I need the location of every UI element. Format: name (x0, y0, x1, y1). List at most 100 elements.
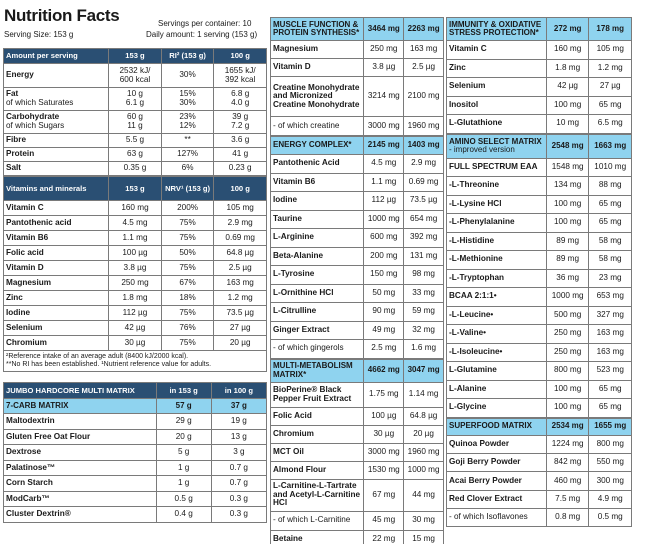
table-row: L-Glutamine 800 mg 523 mg (446, 361, 632, 381)
value-100g: 392 mg (403, 228, 444, 248)
matrix-total-100g: 2263 mg (403, 17, 444, 41)
value-153g: 1.1 mg (363, 172, 405, 192)
table-row: L-Carnitine-L-Tartrate and Acetyl-L-Carn… (269, 478, 444, 512)
value-100g: 1960 mg (403, 442, 444, 462)
table-row: Protein 63 g 127% 41 g (2, 147, 267, 162)
value-100g: 20 µg (213, 335, 267, 351)
value-153g: 5 g (155, 444, 212, 461)
value-100g: 550 mg (588, 452, 632, 473)
vitamin-name: Magnesium (2, 275, 110, 291)
value-100g: 1.2 mg (213, 290, 267, 306)
table-row: -L-Lysine HCl 100 mg 65 mg (446, 194, 632, 214)
value-100g: 32 mg (403, 320, 444, 340)
ingredient-name: Magnesium (269, 40, 365, 59)
nutrient-sub: of which Saturates (6, 98, 74, 107)
value-nrv: 75% (160, 215, 215, 231)
value-100g: 65 mg (588, 194, 632, 214)
value-100g: 3 g (210, 444, 268, 461)
value-153g: 30 µg (363, 424, 405, 444)
matrix-title: MUSCLE FUNCTION & PROTEIN SYNTHESIS* (273, 19, 360, 37)
value-153g: 1530 mg (363, 460, 405, 480)
table-row: -L-Histidine 89 mg 58 mg (446, 231, 632, 251)
value-153g: 0.8 mg (545, 508, 590, 528)
nutrient-name: Salt (6, 163, 22, 173)
table-row: - of which Isoflavones 0.8 mg 0.5 mg (446, 508, 632, 528)
value-100g: 523 mg (588, 361, 632, 381)
value-153g: 112 µg (108, 305, 162, 321)
value-100g: 0.69 mg (403, 172, 444, 192)
matrix-title: ENERGY COMPLEX* (273, 140, 352, 150)
ingredient-name: -L-Methionine (446, 250, 547, 270)
table-row: -L-Leucine• 500 mg 327 mg (446, 305, 632, 325)
value: 3.6 g (231, 135, 250, 145)
footnotes: ²Reference intake of an average adult (8… (3, 351, 267, 373)
value-100g: 33 mg (403, 283, 444, 303)
ingredient-name: Palatinose™ (3, 459, 157, 477)
value-100g: 800 mg (588, 434, 632, 454)
value-153g: 1.1 mg (108, 230, 162, 246)
value: 41 g (232, 149, 249, 159)
amino-table-header: AMINO SELECT MATRIX - improved version 254… (446, 133, 632, 159)
table-row: - of which gingerols 2.5 mg 1.6 mg (269, 339, 444, 359)
value: 2532 kJ/ 600 kcal (119, 65, 151, 84)
value-nrv: 75% (160, 335, 215, 351)
table-row: Fibre 5.5 g ** 3.6 g (2, 133, 267, 148)
value-153g: 460 mg (545, 471, 590, 491)
ingredient-name: -L-Tryptophan (446, 268, 547, 288)
value: 0.23 g (228, 163, 252, 173)
value-153g: 600 mg (363, 228, 405, 248)
table-row: - of which creatine 3000 mg 1960 mg (269, 116, 444, 136)
value-100g: 0.3 g (210, 506, 268, 523)
ingredient-name: Goji Berry Powder (446, 452, 547, 473)
table-row: Magnesium 250 mg 67% 163 mg (2, 275, 267, 291)
ingredient-name: L-Alanine (446, 379, 547, 399)
ingredient-name: FULL SPECTRUM EAA (446, 157, 547, 177)
table-row: Palatinose™ 1 g 0.7 g (3, 459, 268, 477)
value-cell: 2532 kJ/ 600 kcal (108, 63, 162, 88)
ingredient-name: L-Glutamine (446, 361, 547, 381)
value: 6.8 g (231, 89, 250, 99)
value-153g: 89 mg (545, 231, 590, 251)
ingredient-name: L-Arginine (269, 228, 365, 248)
value: 60 g (127, 112, 143, 122)
value-nrv: 75% (160, 305, 215, 321)
table-row: Carbohydrate of which Sugars 60 g 11 g 23% 12… (2, 110, 267, 134)
table-row: Salt 0.35 g 6% 0.23 g (2, 161, 267, 176)
col-header-amount: Amount per serving (2, 48, 110, 64)
matrix-total-100g: 1655 mg (588, 417, 632, 436)
ingredient-name: Red Clover Extract (446, 489, 547, 510)
value-153g: 7.5 mg (545, 489, 590, 510)
ingredient-name: - of which Isoflavones (446, 508, 547, 528)
ingredient-name: L-Ornithine HCl (269, 283, 365, 303)
nutrient-name: Protein (6, 149, 35, 159)
value-153g: 1 g (155, 475, 212, 492)
value-nrv: 200% (160, 200, 215, 216)
value-100g: 0.69 mg (213, 230, 267, 246)
ingredient-name: Zinc (446, 58, 547, 78)
value-153g: 3.8 µg (108, 260, 162, 276)
table-row: Energy 2532 kJ/ 600 kcal 30% 1655 kJ/ 392 k… (2, 63, 267, 88)
value-153g: 45 mg (363, 510, 405, 531)
ingredient-name: Creatine Monohydrate and Micronized Crea… (269, 76, 365, 117)
sub-value: 6.1 g (125, 98, 145, 107)
value-cell: 3.6 g (213, 133, 267, 148)
value-100g: 163 mg (588, 324, 632, 344)
matrix-total-100g: 178 mg (588, 17, 632, 41)
col-header-nrv: NRV¹ (153 g) (160, 176, 215, 201)
value-153g: 3000 mg (363, 442, 405, 462)
value: 15% (179, 89, 196, 99)
footnote-nrv: **No RI has been established. ¹Nutrient … (6, 361, 212, 369)
muscle-table: MUSCLE FUNCTION & PROTEIN SYNTHESIS* 3464… (269, 17, 444, 136)
value-100g: 58 mg (588, 231, 632, 251)
table-row: Chromium 30 µg 20 µg (269, 424, 444, 444)
value-153g: 36 mg (545, 268, 590, 288)
table-row: Betaine 22 mg 15 mg (269, 529, 444, 544)
value-cell: 6% (160, 161, 215, 176)
value-153g: 250 mg (545, 342, 590, 362)
ingredient-name: Iodine (269, 191, 365, 211)
table-row: Chromium 30 µg 75% 20 µg (2, 335, 267, 351)
value-153g: 90 mg (363, 302, 405, 322)
value-153g: 160 mg (108, 200, 162, 216)
value-cell: 10 g 6.1 g (108, 87, 162, 111)
value-cell: 30% (160, 63, 215, 88)
